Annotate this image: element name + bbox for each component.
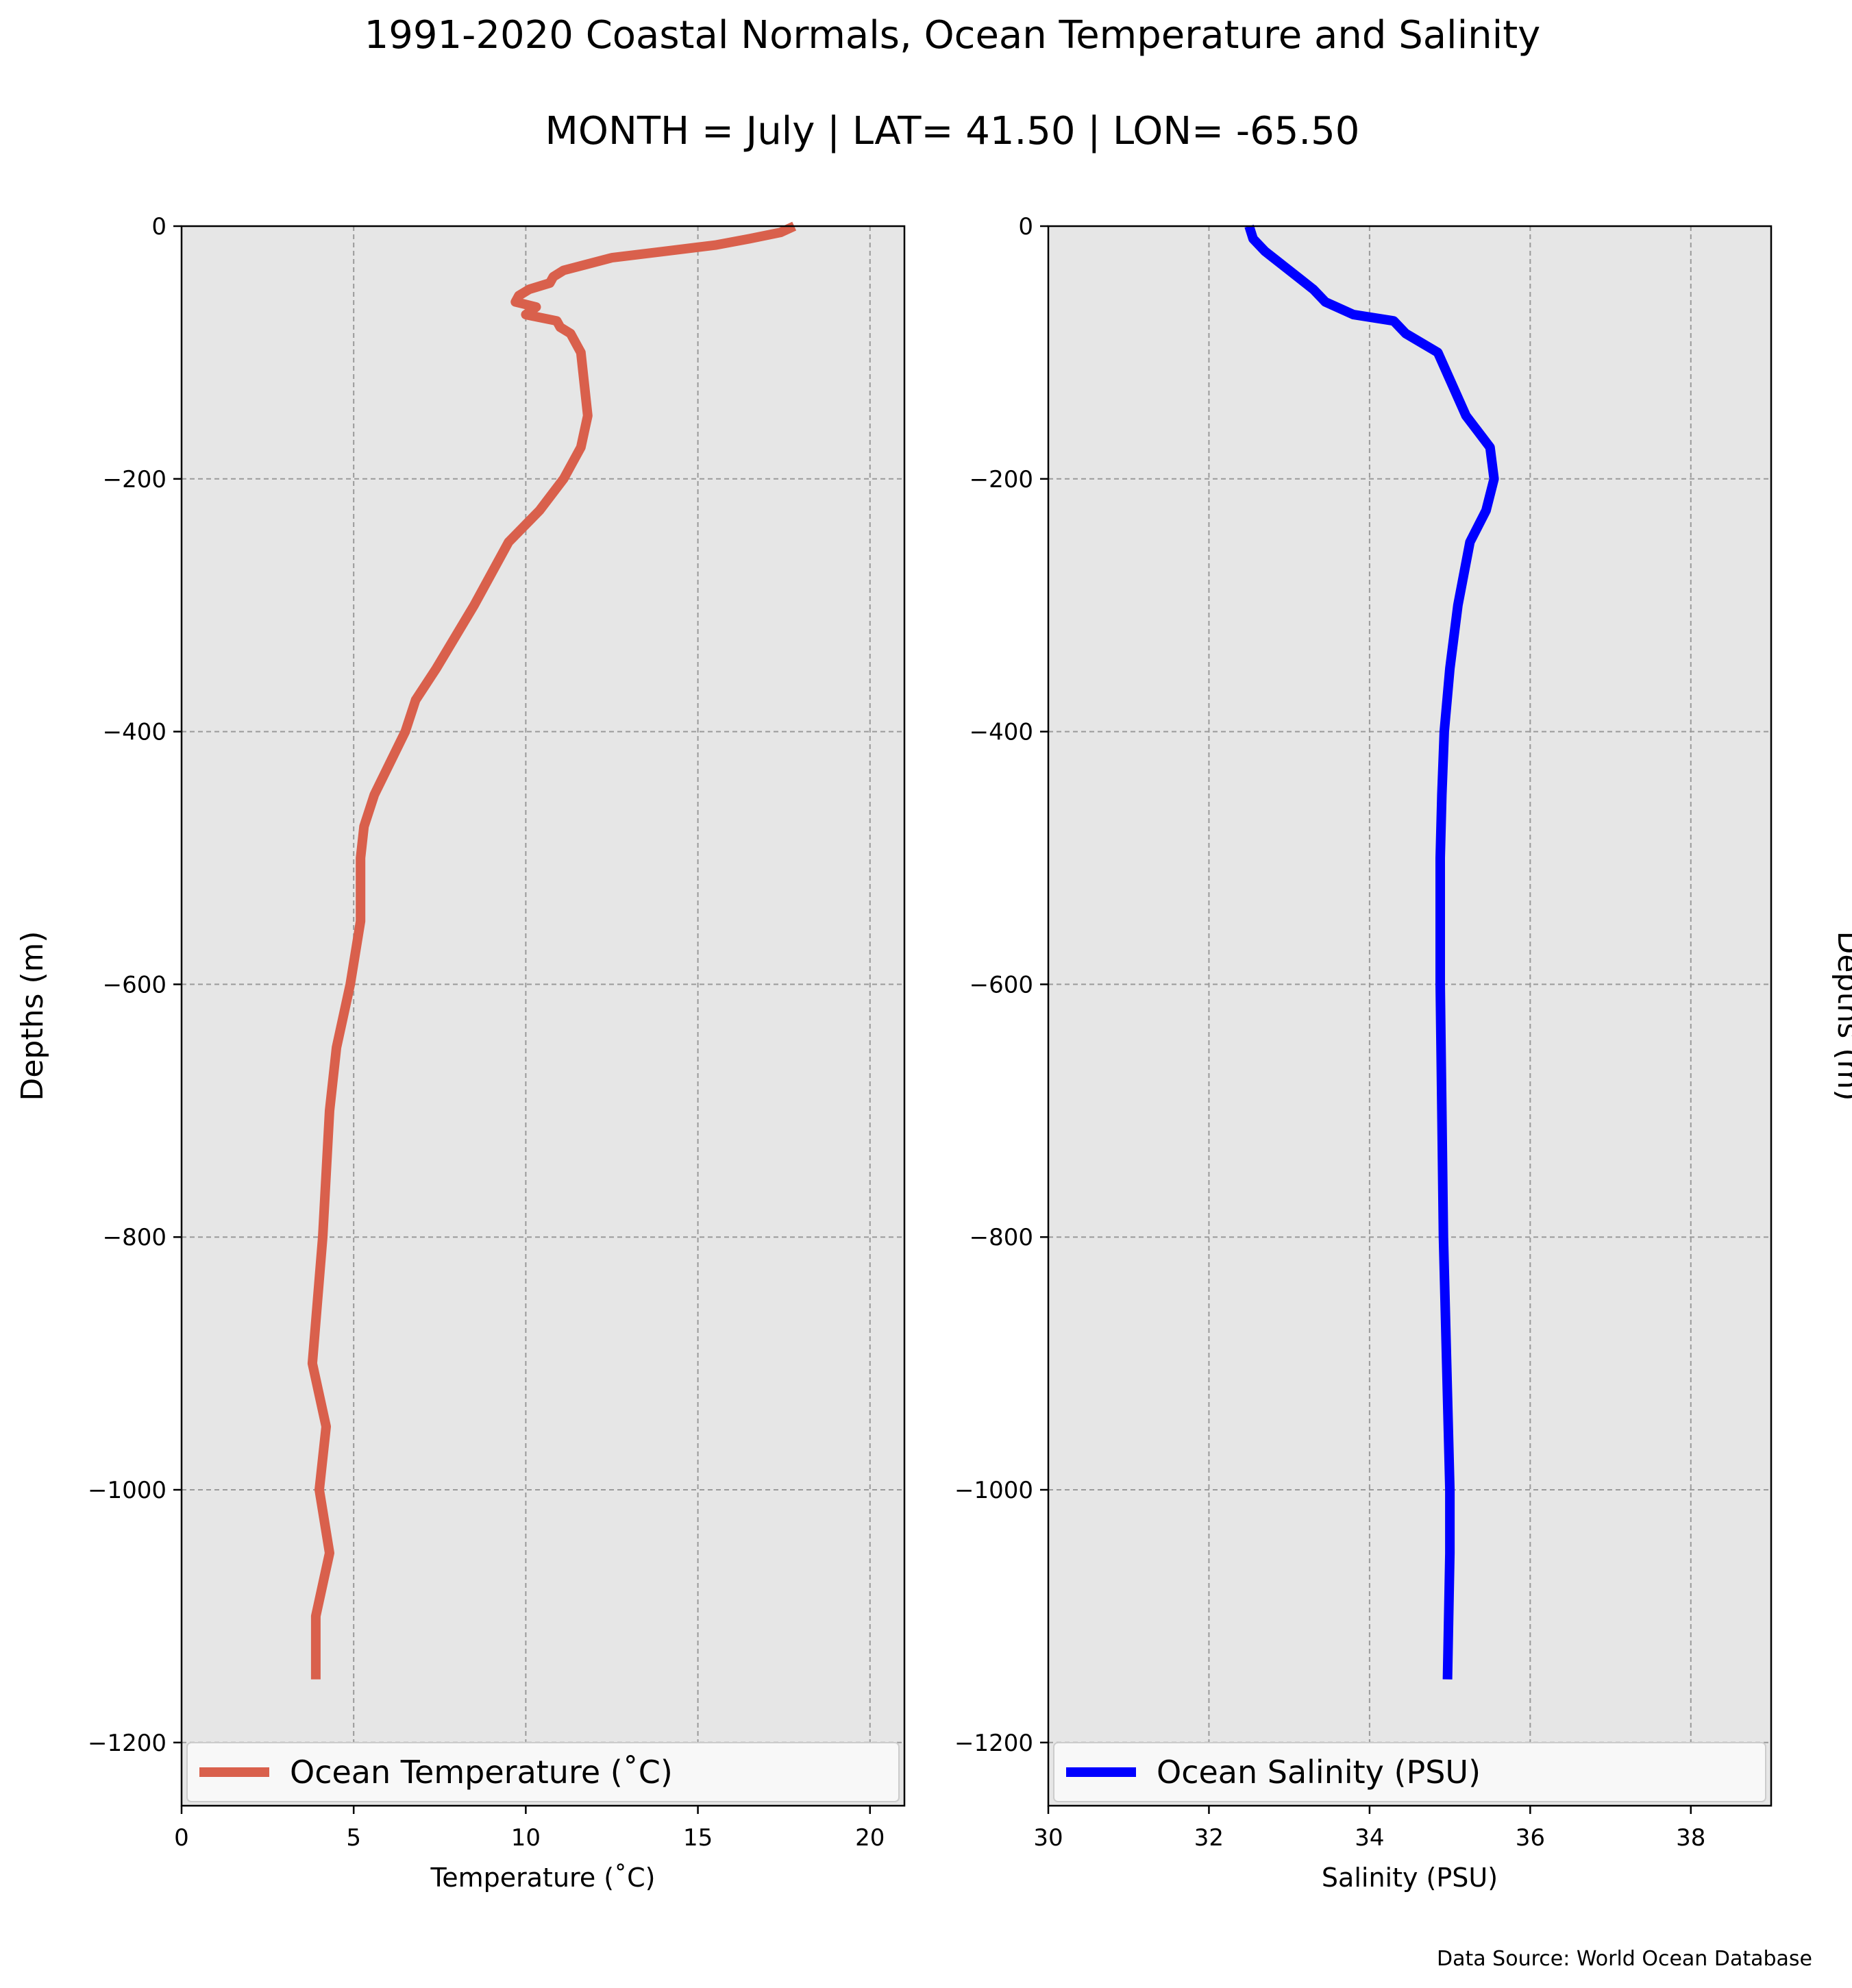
chart-0-y-tick-label-0: 0 — [151, 213, 166, 241]
chart-0-y-tick-label-2: −400 — [103, 719, 166, 746]
figure-title: 1991-2020 Coastal Normals, Ocean Tempera… — [365, 13, 1541, 58]
chart-1-x-tick-label-1: 32 — [1194, 1824, 1224, 1852]
salinity-chart: Ocean Salinity (PSU) 30 32 34 36 38 0 −200 −400 −… — [954, 213, 1852, 1893]
chart-0-y-tick-label-4: −800 — [103, 1224, 166, 1251]
chart-1-y-tick-label-2: −400 — [970, 719, 1033, 746]
chart-1-x-tick-label-3: 36 — [1516, 1824, 1545, 1852]
chart-0-plot-area — [182, 226, 904, 1806]
chart-0-x-axis-label: Temperature (˚C) — [430, 1863, 656, 1893]
chart-0-x-tick-label-1: 5 — [346, 1824, 361, 1852]
chart-1-legend-label-0: Ocean Salinity (PSU) — [1157, 1754, 1481, 1791]
chart-0-y-tick-label-3: −600 — [103, 971, 166, 998]
chart-1-y-tick-label-1: −200 — [970, 466, 1033, 493]
temperature-chart: Ocean Temperature (˚C) 0 5 10 15 20 0 −200 −400 −… — [15, 213, 906, 1893]
chart-0-y-axis-label: Depths (m) — [15, 931, 50, 1101]
data-source-note: Data Source: World Ocean Database — [1437, 1947, 1812, 1971]
chart-1-y-tick-label-6: −1200 — [954, 1730, 1033, 1757]
chart-1-y-tick-label-5: −1000 — [954, 1477, 1033, 1504]
chart-0-x-tick-label-0: 0 — [174, 1824, 189, 1852]
chart-0-y-tick-label-5: −1000 — [88, 1477, 166, 1504]
chart-0-y-tick-label-1: −200 — [103, 466, 166, 493]
chart-0-y-tick-label-6: −1200 — [88, 1730, 166, 1757]
chart-1-y-tick-label-4: −800 — [970, 1224, 1033, 1251]
chart-0-legend-box — [186, 1742, 900, 1802]
chart-1-y-axis-label: Depths (m) — [1831, 931, 1852, 1101]
chart-1-axes-frame — [1047, 225, 1773, 1807]
chart-1-legend-box — [1053, 1742, 1766, 1802]
chart-1-x-tick-label-2: 34 — [1355, 1824, 1384, 1852]
chart-1-series-line-0 — [1244, 224, 1499, 1680]
chart-1-x-tick-label-4: 38 — [1676, 1824, 1705, 1852]
chart-0-x-tick-label-4: 20 — [855, 1824, 885, 1852]
chart-0-x-tick-label-3: 15 — [683, 1824, 713, 1852]
chart-0-axes-frame — [180, 225, 906, 1807]
chart-1-y-tick-label-3: −600 — [970, 971, 1033, 998]
chart-1-x-tick-label-0: 30 — [1033, 1824, 1063, 1852]
chart-1-x-axis-label: Salinity (PSU) — [1322, 1863, 1498, 1893]
chart-1-plot-area — [1048, 226, 1771, 1806]
chart-1-y-tick-label-0: 0 — [1018, 213, 1033, 241]
figure-subtitle: MONTH = July | LAT= 41.50 | LON= -65.50 — [545, 109, 1360, 154]
chart-0-x-tick-label-2: 10 — [511, 1824, 541, 1852]
chart-0-series-line-0 — [307, 221, 797, 1680]
chart-0-legend-label-0: Ocean Temperature (˚C) — [290, 1754, 673, 1791]
